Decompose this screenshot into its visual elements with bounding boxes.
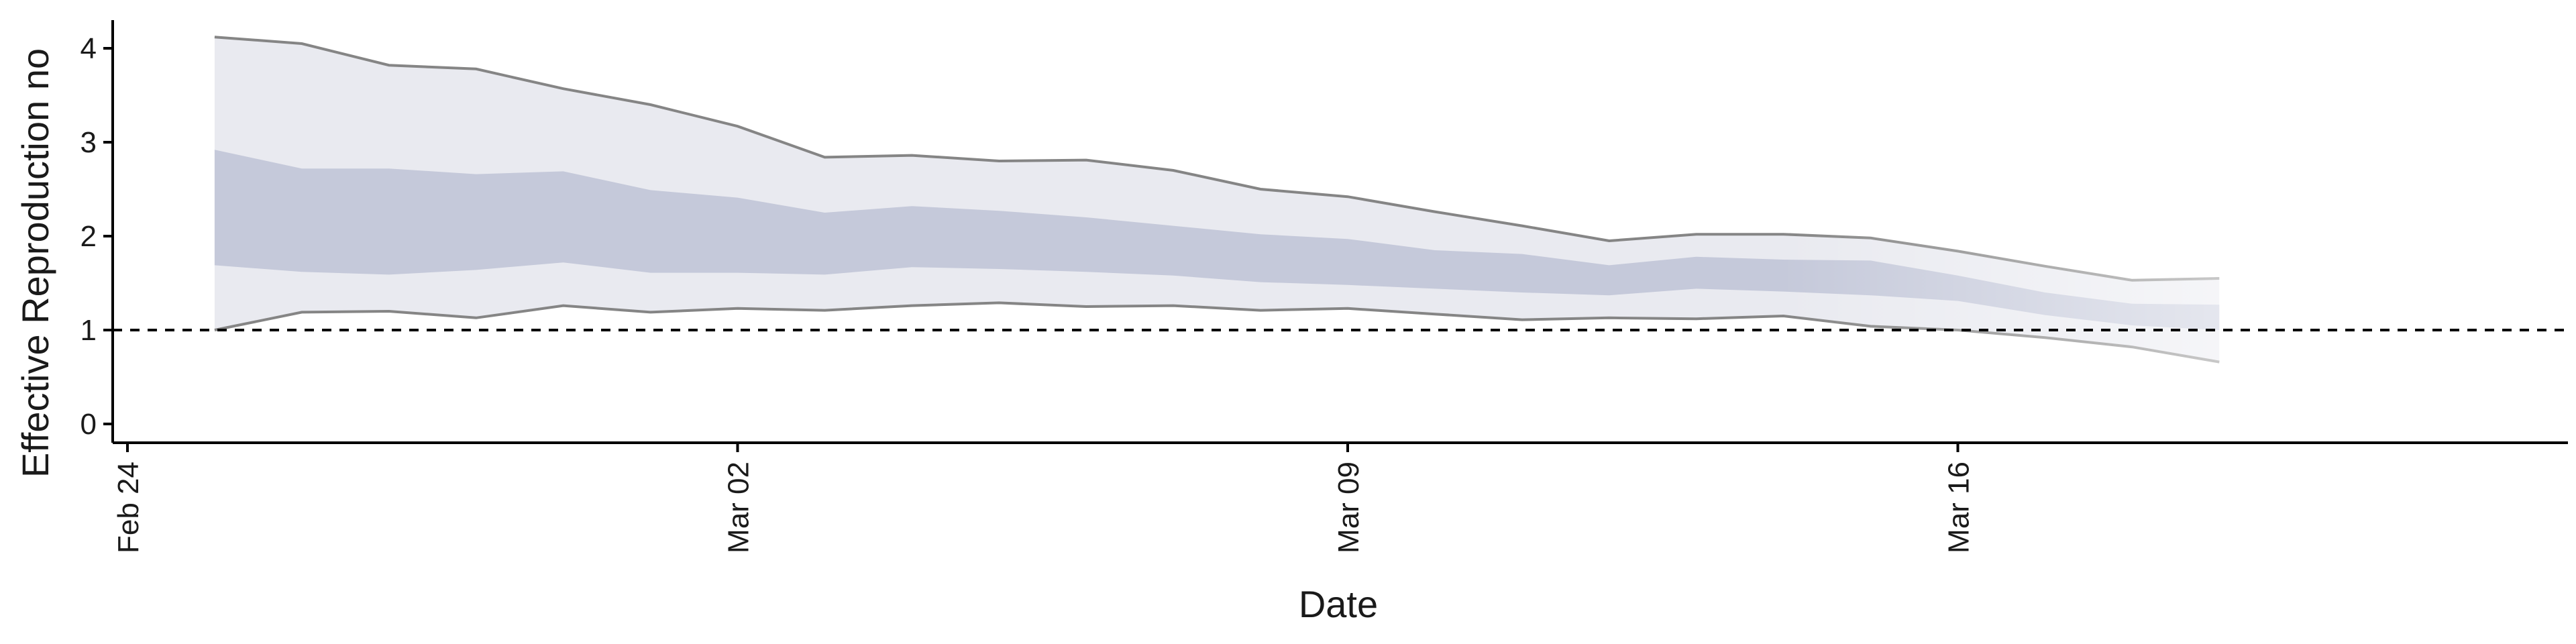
y-tick-label: 2 bbox=[80, 220, 97, 253]
y-tick-label: 0 bbox=[80, 408, 97, 441]
x-tick-label: Mar 02 bbox=[722, 462, 755, 553]
x-tick-label: Mar 16 bbox=[1943, 462, 1976, 553]
y-axis-title: Effective Reproduction no bbox=[14, 48, 56, 478]
recent-estimate-fade bbox=[214, 20, 2222, 443]
x-tick-label: Feb 24 bbox=[112, 462, 145, 553]
y-tick-label: 3 bbox=[80, 126, 97, 159]
y-tick-label: 1 bbox=[80, 314, 97, 347]
axes-layer: 0 1 2 3 4 Feb 24 Mar 02 Mar 09 Mar 16 bbox=[80, 20, 2568, 553]
bands-layer bbox=[214, 20, 2222, 443]
x-tick-label: Mar 09 bbox=[1332, 462, 1365, 553]
x-axis-title: Date bbox=[1299, 583, 1378, 625]
y-tick-label: 4 bbox=[80, 32, 97, 65]
